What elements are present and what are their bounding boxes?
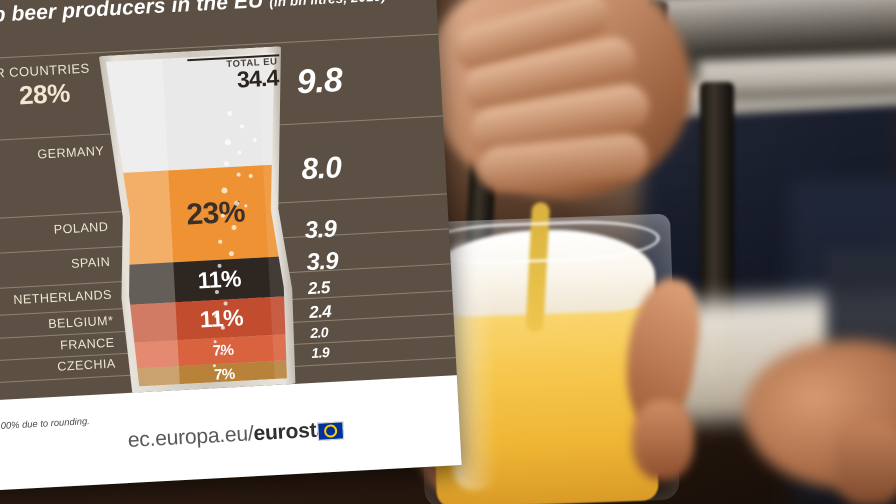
infographic-title-main: p beer producers in the EU — [0, 0, 264, 27]
glass-band: 23% — [108, 164, 289, 265]
country-value: 2.0 — [309, 324, 329, 341]
photo-hand-on-counter-lower — [835, 420, 896, 504]
country-value: 3.9 — [305, 247, 339, 277]
beer-glass-chart: 23%11%11%7%7%6%6% TOTAL EU 34.4 — [95, 46, 303, 394]
infographic-title-subtitle: (in bn litres, 2019) — [269, 0, 386, 10]
eurostat-infographic-card: p beer producers in the EU (in bn litres… — [0, 0, 462, 494]
country-value: 8.0 — [300, 151, 343, 187]
eurostat-url-prefix: ec.europa.eu/ — [127, 422, 255, 453]
other-countries-percent: 28% — [18, 77, 71, 111]
total-eu-callout: TOTAL EU 34.4 — [226, 56, 285, 94]
country-label: CZECHIA — [56, 356, 117, 374]
footnote-line-2: s not add up to 100% due to rounding. — [0, 415, 90, 435]
country-value: 2.4 — [308, 301, 332, 323]
country-value: 9.8 — [295, 60, 344, 102]
eurostat-url[interactable]: ec.europa.eu/eurostat — [127, 418, 335, 453]
eu-flag-icon — [317, 421, 345, 441]
country-value: 2.5 — [307, 277, 331, 299]
country-label: GERMANY — [37, 143, 105, 162]
country-value: 1.9 — [310, 344, 330, 361]
photo-knuckle — [632, 400, 694, 480]
infographic-title: p beer producers in the EU (in bn litres… — [0, 0, 423, 28]
country-label: SPAIN — [70, 254, 111, 271]
country-value: 3.9 — [304, 215, 338, 245]
country-label: POLAND — [53, 219, 109, 237]
